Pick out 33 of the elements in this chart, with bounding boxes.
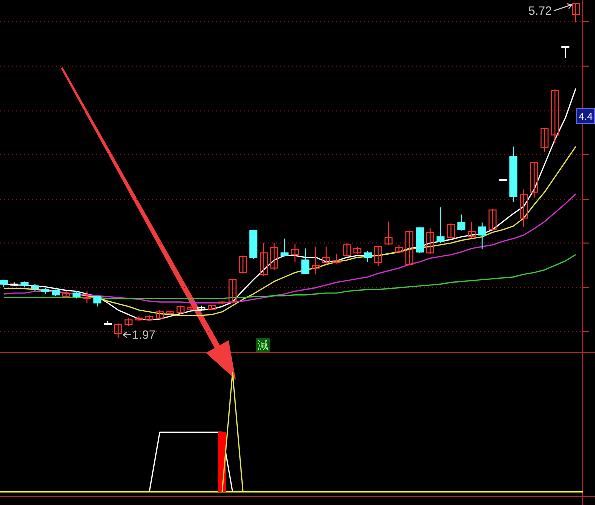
candlestick [83, 291, 92, 304]
candlestick [426, 228, 434, 255]
candlestick [551, 89, 560, 144]
candlestick [114, 323, 122, 338]
candlestick [364, 250, 372, 263]
candlestick [406, 230, 414, 266]
candlestick [540, 128, 549, 153]
candlestick [291, 244, 300, 263]
candlestick [280, 238, 289, 258]
candlestick [312, 246, 320, 276]
candlestick [239, 255, 248, 274]
annotation: 5.72 [528, 4, 552, 18]
candlestick [488, 208, 497, 232]
candlestick [270, 242, 278, 271]
candlestick [322, 246, 330, 266]
candlestick [520, 189, 528, 228]
candlestick [343, 242, 352, 258]
candlestick [374, 245, 382, 268]
candlestick [447, 223, 456, 240]
candlestick [332, 254, 341, 264]
candlestick [228, 278, 237, 304]
candlestick [458, 214, 466, 232]
candlestick [94, 296, 102, 308]
candlestick [530, 162, 538, 198]
candlestick [468, 221, 476, 238]
candlestick [302, 248, 310, 276]
annotation: 4.4 [579, 112, 594, 123]
candlestick [478, 222, 486, 250]
candlestick [562, 46, 570, 59]
candlestick [260, 242, 268, 277]
candlestick [384, 221, 393, 246]
candlestick [436, 207, 445, 244]
annotation: 1.97 [132, 328, 156, 342]
